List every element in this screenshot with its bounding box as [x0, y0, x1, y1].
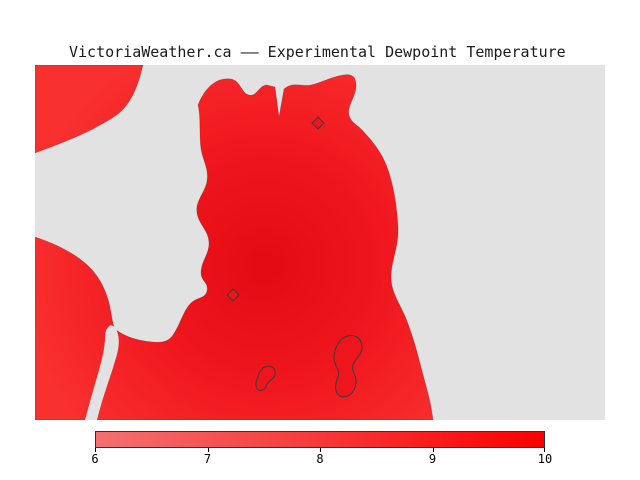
colorbar-tick-mark [95, 448, 96, 452]
colorbar-tick-mark [432, 448, 434, 452]
small-feature-central-outline [226, 288, 240, 302]
colorbar-tick-label: 7 [203, 452, 212, 466]
colorbar-tick-label: 10 [537, 452, 553, 466]
colorbar-tick-mark [320, 448, 321, 452]
colorbar-unit: °C [270, 478, 283, 480]
colorbar-timestamp: 2026/04/20 23:26 [291, 478, 397, 480]
colorbar-ticks [95, 448, 545, 452]
colorbar-caption: °C 2026/04/20 23:26 [95, 465, 545, 480]
lake-small-outline [255, 365, 276, 391]
small-feature-north-outline [311, 116, 325, 130]
dewpoint-map [35, 65, 605, 420]
page-title: VictoriaWeather.ca —— Experimental Dewpo… [69, 43, 566, 61]
colorbar-tick-label: 6 [91, 452, 99, 466]
fjord-channel-region [85, 325, 119, 420]
island-northwest-region [35, 65, 144, 154]
mainland-region [35, 74, 434, 420]
colorbar-tick-label: 9 [428, 452, 437, 466]
colorbar-tick-mark [544, 448, 545, 452]
map-canvas [35, 65, 605, 420]
colorbar-gradient [95, 431, 545, 448]
lake-large-outline [333, 334, 363, 398]
colorbar-tick-labels: 6 7 8 9 10 [91, 452, 552, 466]
colorbar-tick-mark [207, 448, 209, 452]
colorbar-tick-label: 8 [316, 452, 324, 466]
